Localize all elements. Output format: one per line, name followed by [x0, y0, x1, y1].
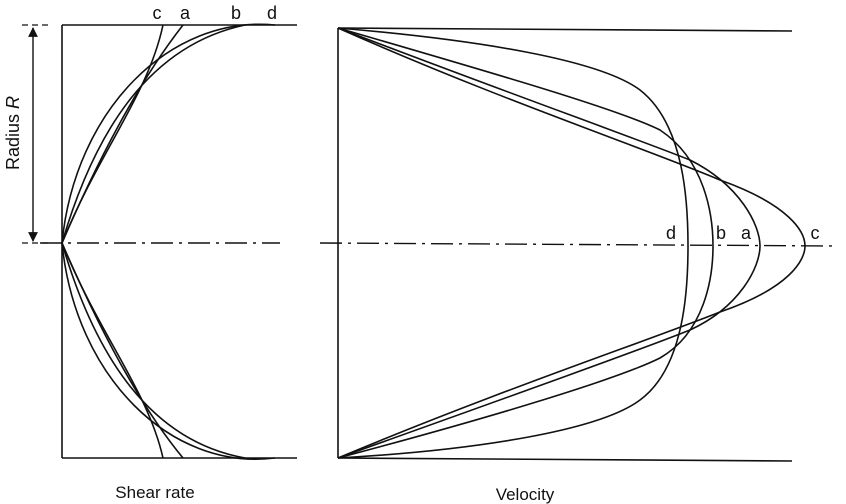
shear-curve-d-upper: [62, 24, 275, 243]
shear-label-a: a: [180, 3, 191, 23]
velocity-label-d: d: [666, 223, 676, 243]
shear-rate-caption: Shear rate: [115, 483, 194, 502]
velocity-panel: d b a c Velocity: [320, 28, 838, 504]
velocity-label-c: c: [811, 223, 820, 243]
velocity-label-a: a: [741, 223, 752, 243]
radius-label-symbol: R: [3, 96, 23, 109]
velocity-caption: Velocity: [496, 485, 555, 504]
radius-label: Radius R: [3, 96, 23, 170]
velocity-top-wall: [338, 28, 792, 31]
velocity-curve-d: [338, 28, 688, 458]
velocity-label-b: b: [716, 223, 726, 243]
shear-label-c: c: [153, 3, 162, 23]
shear-rate-panel: c a b d Shear rate: [40, 3, 297, 502]
shear-curve-d-lower: [62, 243, 275, 459]
shear-label-d: d: [267, 3, 277, 23]
radius-dimension: Radius R: [3, 25, 52, 243]
shear-label-b: b: [231, 3, 241, 23]
shear-curve-a-upper: [62, 25, 183, 243]
shear-curve-a-lower: [62, 243, 183, 458]
radius-label-prefix: Radius: [3, 109, 23, 170]
velocity-bottom-wall: [338, 458, 792, 461]
